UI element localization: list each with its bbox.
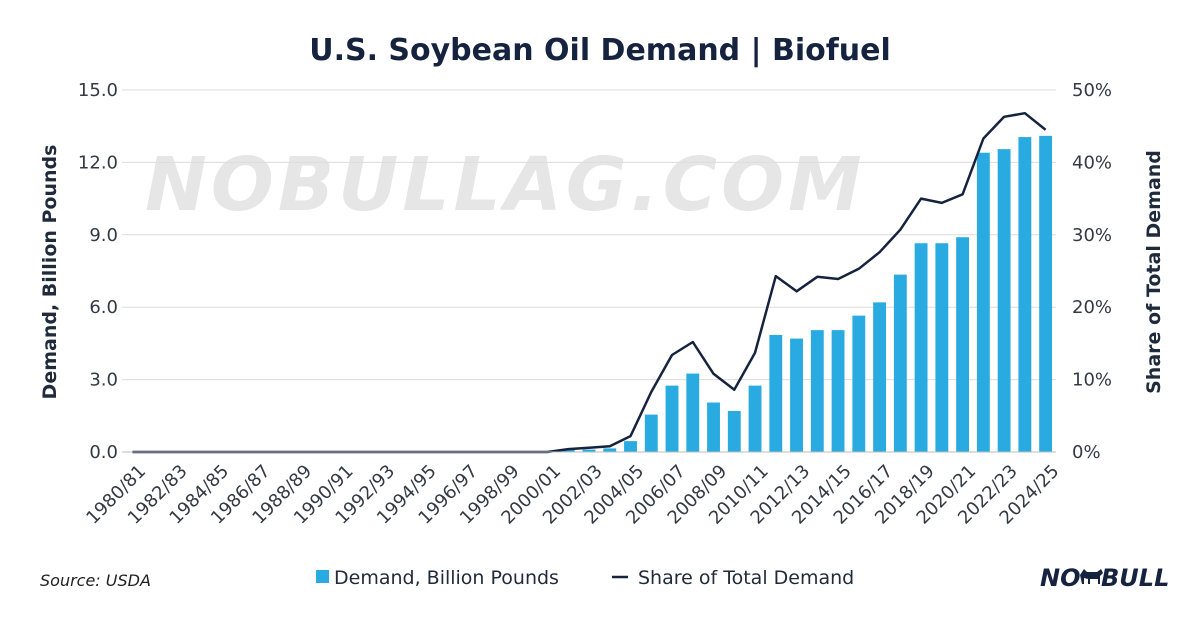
y2-tick-label: 40% — [1072, 152, 1112, 173]
logo-text-bull: BULL — [1101, 564, 1169, 592]
bar — [997, 149, 1011, 453]
y-tick-label: 6.0 — [89, 297, 118, 318]
bull-icon — [1080, 569, 1103, 584]
bar — [873, 302, 887, 452]
bar — [914, 243, 928, 452]
watermark-text: NOBULLAG.COM — [145, 142, 866, 228]
legend-label-demand: Demand, Billion Pounds — [334, 567, 559, 589]
bar — [852, 315, 866, 452]
chart-title: U.S. Soybean Oil Demand | Biofuel — [309, 33, 891, 68]
legend-label-share: Share of Total Demand — [638, 567, 854, 589]
bar — [956, 237, 970, 452]
y2-tick-label: 20% — [1072, 297, 1112, 318]
legend: Demand, Billion Pounds Share of Total De… — [316, 567, 854, 589]
bar — [810, 330, 824, 452]
bar — [935, 243, 949, 452]
bar — [582, 449, 596, 452]
bar — [790, 338, 803, 452]
bar — [893, 274, 907, 452]
bar — [603, 448, 617, 452]
logo-text-no: NO — [1040, 564, 1081, 592]
bar — [707, 402, 720, 452]
bar — [561, 449, 575, 452]
bar — [727, 410, 741, 452]
y-tick-label: 3.0 — [89, 370, 118, 391]
bar — [644, 414, 658, 452]
y2-tick-label: 0% — [1072, 442, 1101, 463]
bar — [1039, 135, 1053, 452]
y2-tick-label: 10% — [1072, 370, 1112, 391]
y-axis-label: Demand, Billion Pounds — [39, 145, 61, 400]
bar — [1018, 137, 1032, 452]
bar — [748, 385, 762, 452]
bar — [831, 330, 845, 452]
bar-layer — [561, 135, 1053, 453]
y2-axis-label: Share of Total Demand — [1143, 150, 1165, 394]
source-text: Source: USDA — [40, 571, 151, 590]
y2-tick-label: 30% — [1072, 225, 1112, 246]
bar — [976, 152, 990, 452]
legend-bar-swatch — [316, 570, 329, 583]
bar — [665, 385, 679, 452]
y-tick-label: 15.0 — [78, 80, 118, 101]
bar — [769, 334, 783, 452]
y-tick-label: 9.0 — [89, 225, 118, 246]
nobull-logo: NO BULL — [1040, 564, 1169, 592]
y-tick-label: 12.0 — [78, 152, 118, 173]
y2-tick-label: 50% — [1072, 80, 1112, 101]
bar — [624, 441, 637, 452]
bar — [686, 373, 700, 452]
y-tick-label: 0.0 — [89, 442, 118, 463]
